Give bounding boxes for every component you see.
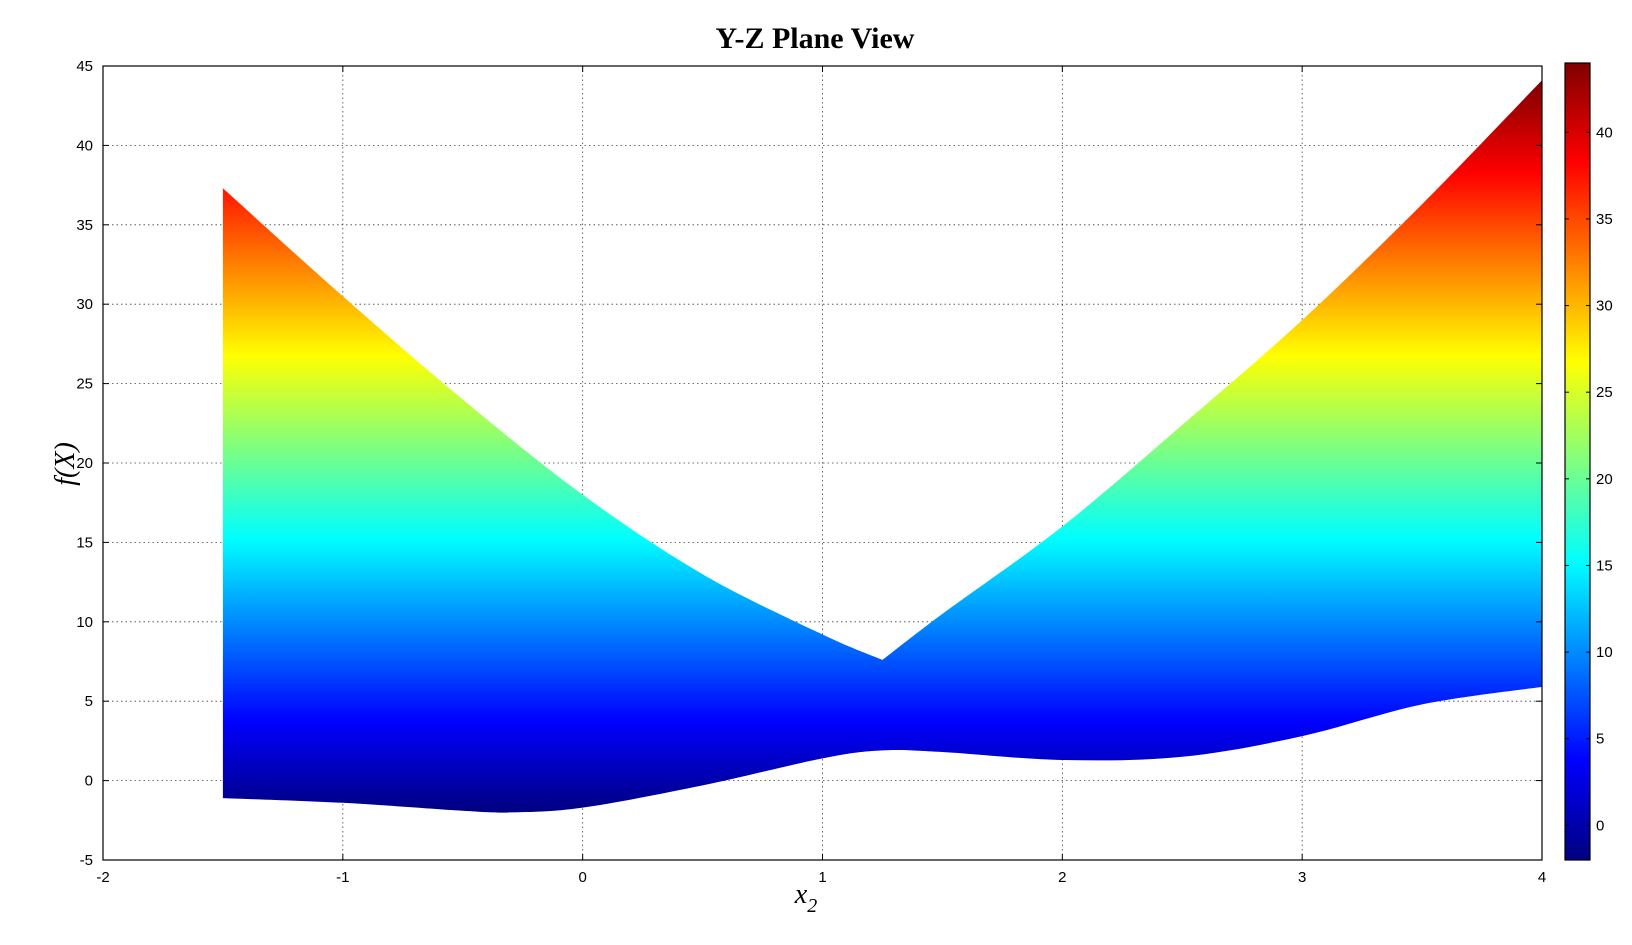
x-tick-label: 2 <box>1058 869 1066 886</box>
x-axis-label-base: x <box>794 879 808 910</box>
y-tick-label: -5 <box>80 852 93 869</box>
colorbar-tick-label: 5 <box>1596 731 1604 748</box>
x-tick-label: 1 <box>818 869 826 886</box>
colorbar-tick-label: 35 <box>1596 211 1613 228</box>
chart-title: Y-Z Plane View <box>716 22 915 55</box>
surface-band <box>222 80 1542 813</box>
colorbar-tick-label: 10 <box>1596 644 1613 661</box>
y-tick-label: 30 <box>76 296 93 313</box>
x-tick-label: 4 <box>1538 869 1546 886</box>
y-tick-label: 35 <box>76 217 93 234</box>
y-tick-label: 20 <box>76 455 93 472</box>
colorbar-tick-label: 30 <box>1596 298 1613 315</box>
x-tick-label: -1 <box>336 869 349 886</box>
colorbar-ticks: 0 5 10 15 20 25 30 35 40 <box>1565 124 1613 834</box>
colorbar-tick-label: 0 <box>1596 817 1604 834</box>
y-axis-label: f(X) <box>50 442 81 486</box>
x-axis-label: x2 <box>794 879 817 917</box>
colorbar <box>1564 62 1591 861</box>
y-axis-ticks: -5 0 5 10 15 20 25 30 35 40 45 <box>76 58 1542 869</box>
colorbar-tick-label: 25 <box>1596 384 1613 401</box>
y-tick-label: 15 <box>76 534 93 551</box>
colorbar-tick-label: 40 <box>1596 124 1613 141</box>
colorbar-tick-label: 15 <box>1596 557 1613 574</box>
x-axis-label-subscript: 2 <box>807 895 817 917</box>
y-tick-label: 5 <box>85 693 93 710</box>
x-axis-ticks: -2 -1 0 1 2 3 4 <box>96 66 1546 886</box>
x-tick-label: 0 <box>578 869 586 886</box>
x-tick-label: 3 <box>1298 869 1306 886</box>
y-tick-label: 25 <box>76 376 93 393</box>
y-tick-label: 45 <box>76 58 93 75</box>
y-tick-label: 40 <box>76 137 93 154</box>
x-tick-label: -2 <box>96 869 109 886</box>
y-tick-label: 10 <box>76 614 93 631</box>
y-tick-label: 0 <box>85 773 93 790</box>
colorbar-tick-label: 20 <box>1596 471 1613 488</box>
